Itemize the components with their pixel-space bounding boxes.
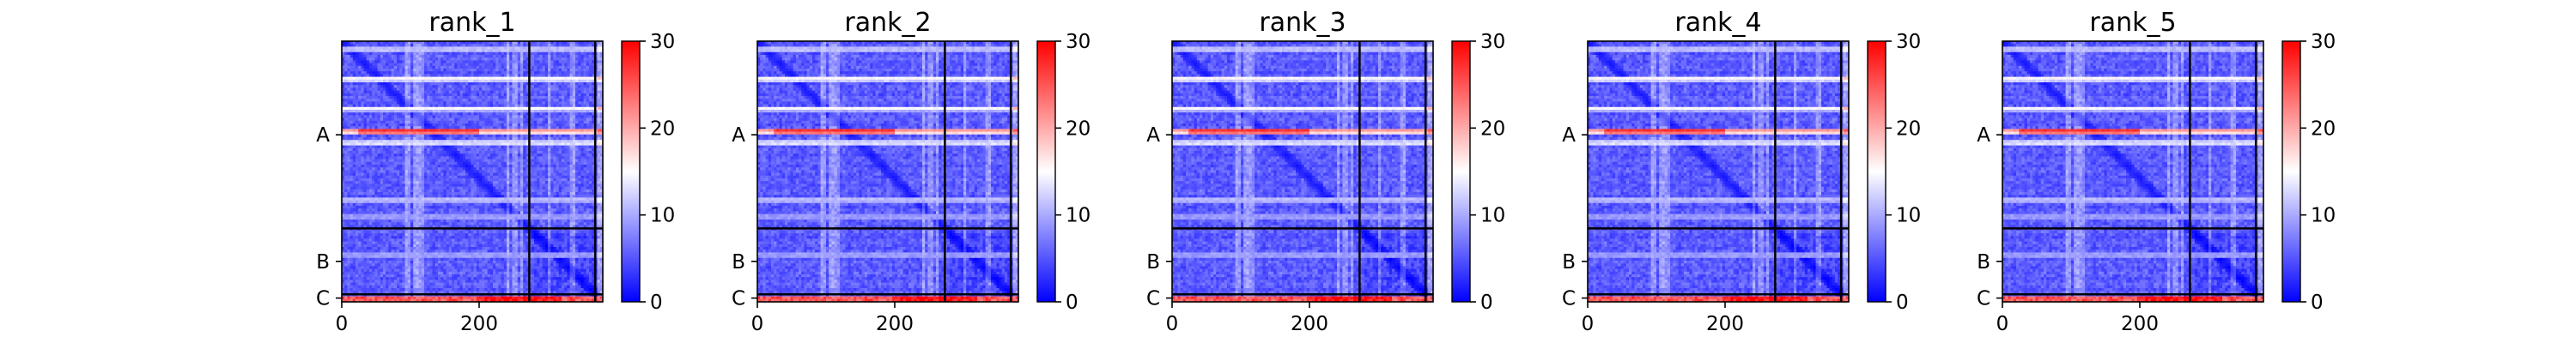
heatmap-cells (342, 41, 604, 303)
panel-title: rank_1 (428, 8, 515, 38)
